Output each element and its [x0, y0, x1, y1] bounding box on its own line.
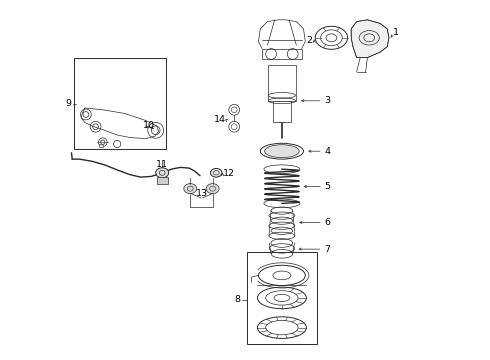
Text: 9: 9: [66, 99, 72, 108]
Text: 4: 4: [324, 147, 330, 156]
Bar: [273, 101, 291, 122]
Bar: [157, 177, 168, 184]
Text: 11: 11: [155, 160, 168, 169]
Bar: [268, 65, 295, 101]
Bar: [262, 49, 302, 59]
Text: 3: 3: [324, 96, 330, 105]
Text: 14: 14: [214, 115, 226, 124]
Text: 8: 8: [235, 295, 241, 304]
Text: 7: 7: [324, 245, 330, 253]
Ellipse shape: [265, 145, 299, 158]
Text: 1: 1: [393, 28, 399, 37]
Text: 5: 5: [324, 182, 330, 191]
Ellipse shape: [210, 168, 222, 177]
Ellipse shape: [206, 184, 219, 194]
Bar: [74, 58, 166, 149]
Text: 2: 2: [307, 36, 313, 45]
Polygon shape: [81, 108, 159, 139]
Ellipse shape: [184, 184, 197, 194]
Text: 12: 12: [223, 169, 235, 178]
Ellipse shape: [156, 168, 169, 178]
Bar: [247, 252, 317, 344]
Text: 13: 13: [196, 189, 208, 198]
Text: 10: 10: [143, 121, 155, 130]
Polygon shape: [351, 20, 389, 58]
Text: 6: 6: [324, 218, 330, 227]
Bar: [99, 144, 103, 147]
